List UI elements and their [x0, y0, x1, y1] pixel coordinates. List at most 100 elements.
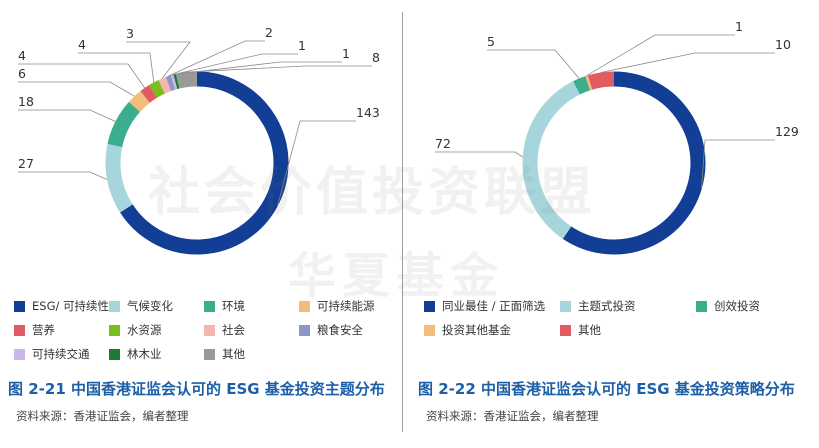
- leader-line-9: [174, 61, 342, 75]
- legend-swatch: [109, 324, 120, 336]
- data-label-4: 10: [775, 37, 791, 52]
- legend-label: 气候变化: [127, 299, 173, 313]
- legend-swatch: [424, 324, 435, 336]
- legend-item: 同业最佳 / 正面筛选: [424, 298, 545, 314]
- legend-item: 环境: [204, 298, 245, 314]
- legend-label: 主题式投资: [578, 299, 636, 313]
- donut-slice-6: [158, 76, 172, 94]
- legend-swatch: [696, 300, 707, 312]
- legend-label: 水资源: [127, 323, 162, 337]
- legend-swatch: [299, 300, 310, 312]
- source-note-1: 资料来源：香港证监会，编者整理: [16, 409, 189, 423]
- donut-slice-1: [105, 143, 133, 213]
- donut-slice-2: [573, 76, 591, 95]
- legend-item: 其他: [204, 346, 245, 362]
- legend-strategies: 同业最佳 / 正面筛选 主题式投资 创效投资投资其他基金 其他: [424, 298, 814, 348]
- data-label-3: 1: [735, 19, 743, 34]
- source-note-2: 资料来源：香港证监会，编者整理: [426, 409, 599, 423]
- legend-label: 社会: [222, 323, 245, 337]
- leader-line-0: [701, 139, 775, 190]
- legend-item: 创效投资: [696, 298, 760, 314]
- legend-themes: ESG/ 可持续性 气候变化 环境 可持续能源营养 水资源 社会 粮食安全可持续交通 林木业 其…: [14, 298, 394, 368]
- data-label-2: 18: [18, 94, 34, 109]
- legend-label: 其他: [578, 323, 601, 337]
- legend-swatch: [14, 348, 25, 360]
- legend-label: 可持续能源: [317, 299, 375, 313]
- legend-label: 营养: [32, 323, 55, 337]
- data-label-8: 1: [298, 38, 306, 53]
- data-label-0: 129: [775, 124, 799, 139]
- data-label-4: 4: [18, 48, 26, 63]
- leader-line-2: [18, 109, 116, 122]
- leader-line-4: [600, 52, 775, 73]
- data-label-1: 27: [18, 156, 34, 171]
- leader-line-2: [487, 49, 580, 79]
- donut-slice-5: [149, 79, 165, 98]
- legend-label: 投资其他基金: [442, 323, 511, 337]
- donut-slice-9: [173, 73, 180, 90]
- legend-label: 林木业: [127, 347, 162, 361]
- legend-label: 同业最佳 / 正面筛选: [442, 299, 546, 313]
- legend-item: 营养: [14, 322, 55, 338]
- data-label-3: 6: [18, 66, 26, 81]
- donut-slice-3: [585, 75, 593, 91]
- donut-slice-10: [176, 71, 198, 89]
- legend-swatch: [204, 324, 215, 336]
- legend-swatch: [109, 348, 120, 360]
- data-label-5: 4: [78, 37, 86, 52]
- leader-line-1: [435, 151, 523, 158]
- legend-item: 可持续能源: [299, 298, 375, 314]
- divider: [402, 12, 403, 432]
- data-label-7: 2: [265, 25, 273, 40]
- legend-item: ESG/ 可持续性: [14, 298, 109, 314]
- legend-swatch: [204, 300, 215, 312]
- data-label-10: 8: [372, 50, 380, 65]
- data-label-0: 143: [356, 105, 380, 120]
- donut-chart-strategies: 129 72 5 1 10: [435, 19, 799, 255]
- leader-line-3: [586, 34, 735, 77]
- donut-slice-0: [120, 71, 289, 255]
- legend-swatch: [204, 348, 215, 360]
- legend-label: 其他: [222, 347, 245, 361]
- legend-item: 投资其他基金: [424, 322, 511, 338]
- legend-label: ESG/ 可持续性: [32, 299, 110, 313]
- donut-slice-0: [562, 71, 706, 255]
- leader-line-10: [186, 65, 372, 73]
- legend-item: 林木业: [109, 346, 162, 362]
- data-label-1: 72: [435, 136, 451, 151]
- donut-slice-8: [170, 74, 178, 90]
- leader-line-1: [18, 171, 108, 180]
- leader-line-4: [18, 63, 146, 89]
- data-label-6: 3: [126, 26, 134, 41]
- leader-line-0: [276, 120, 356, 207]
- donut-slice-3: [128, 91, 150, 113]
- leader-line-5: [78, 52, 155, 83]
- leader-line-6: [126, 41, 191, 79]
- legend-swatch: [109, 300, 120, 312]
- caption-figure-2-22: 图 2-22 中国香港证监会认可的 ESG 基金投资策略分布: [418, 380, 795, 398]
- legend-swatch: [14, 300, 25, 312]
- legend-item: 可持续交通: [14, 346, 90, 362]
- leader-line-7: [168, 40, 265, 77]
- legend-swatch: [560, 324, 571, 336]
- leader-line-8: [172, 53, 298, 76]
- legend-swatch: [14, 324, 25, 336]
- legend-swatch: [560, 300, 571, 312]
- legend-swatch: [299, 324, 310, 336]
- legend-swatch: [424, 300, 435, 312]
- legend-label: 创效投资: [714, 299, 760, 313]
- donut-slice-4: [140, 84, 158, 103]
- data-label-9: 1: [342, 46, 350, 61]
- legend-item: 主题式投资: [560, 298, 636, 314]
- legend-item: 气候变化: [109, 298, 173, 314]
- legend-item: 水资源: [109, 322, 162, 338]
- legend-item: 社会: [204, 322, 245, 338]
- donut-slice-7: [165, 75, 176, 92]
- legend-label: 环境: [222, 299, 245, 313]
- donut-slice-2: [107, 101, 141, 148]
- legend-label: 可持续交通: [32, 347, 90, 361]
- legend-item: 其他: [560, 322, 601, 338]
- legend-label: 粮食安全: [317, 323, 363, 337]
- caption-figure-2-21: 图 2-21 中国香港证监会认可的 ESG 基金投资主题分布: [8, 380, 385, 398]
